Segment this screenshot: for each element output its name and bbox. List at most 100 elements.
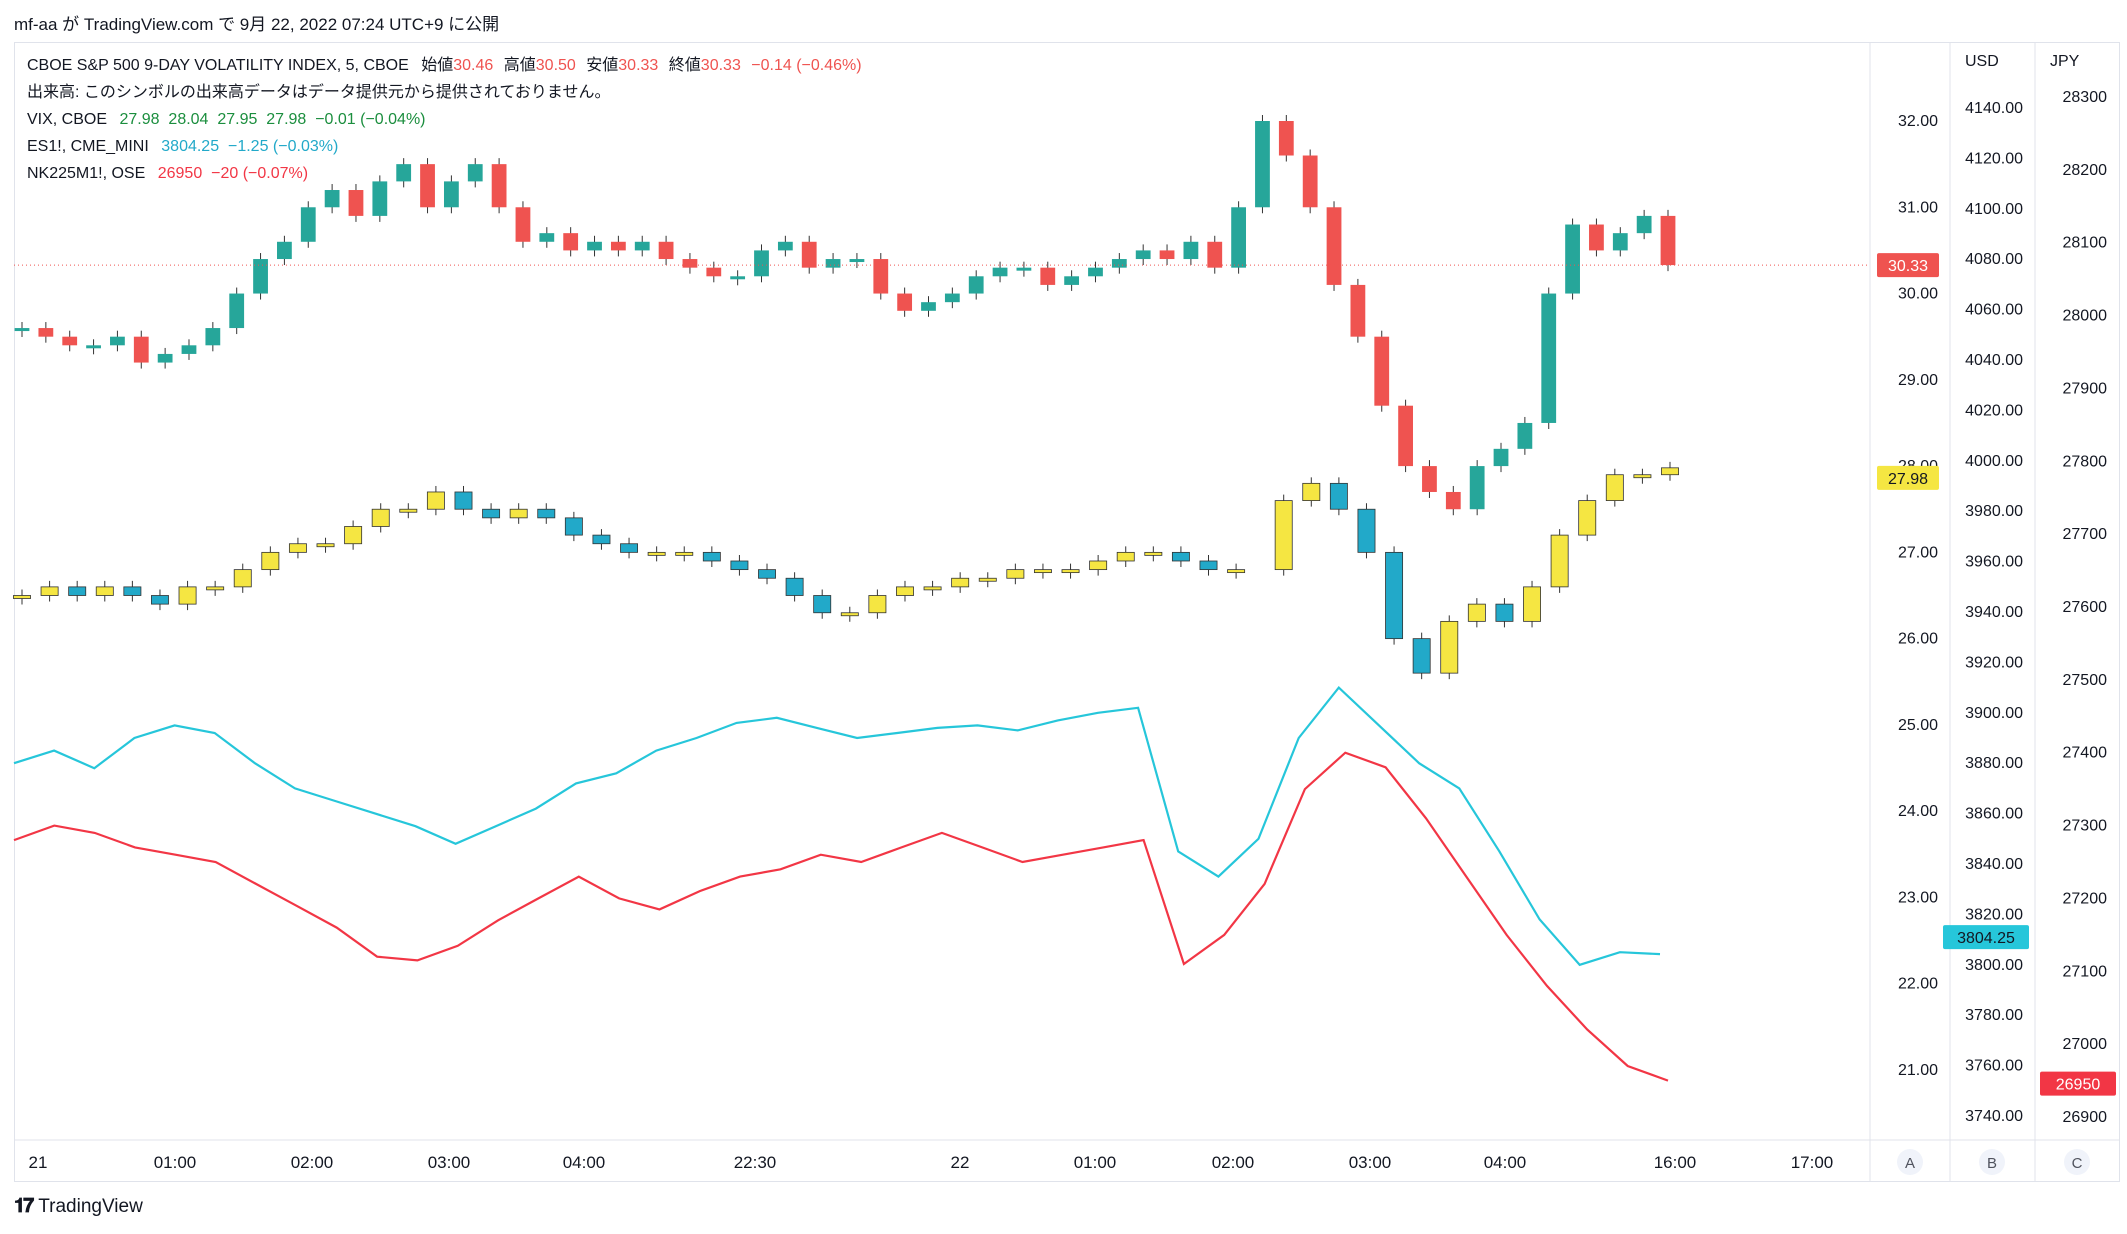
vix9d-candle (14, 328, 30, 332)
vix-candle (482, 508, 501, 519)
time-axis-label: 22:30 (734, 1153, 777, 1172)
vix-candle (288, 543, 307, 553)
vix9d-candle (1565, 224, 1580, 294)
legend-main-symbol: CBOE S&P 500 9-DAY VOLATILITY INDEX, 5, … (27, 57, 409, 74)
vix9d-candle (110, 336, 125, 346)
vix9d-candle (1636, 215, 1652, 234)
vix9d-candle (1612, 233, 1628, 251)
usd-scale-tick: 3740.00 (1965, 1108, 2023, 1125)
legend-main-close-label: 終値 (668, 57, 701, 74)
usd-scale-tick: 3860.00 (1965, 806, 2023, 823)
vix-candle (1171, 551, 1190, 562)
legend-nk-symbol: NK225M1!, OSE (27, 165, 146, 182)
vix-candle (1144, 551, 1163, 556)
vix9d-candle (1255, 121, 1270, 208)
usd-scale-tick: 3820.00 (1965, 906, 2023, 923)
tradingview-logo[interactable]: 𝟏𝟕 TradingView (14, 1195, 143, 1218)
vix9d-candle (443, 181, 459, 208)
vix-candle (1633, 474, 1652, 479)
legend-volume-note: 出来高: このシンボルの出来高データはデータ提供元から提供されておりません。 (27, 84, 611, 101)
left-scale-tick: 23.00 (1898, 889, 1938, 906)
vix-candle (1385, 551, 1404, 640)
vix9d-candle (1207, 241, 1223, 268)
vix-candle (1089, 560, 1108, 571)
vix-candle (1412, 638, 1431, 674)
vix-candle (233, 569, 252, 588)
time-axis-label: 03:00 (428, 1153, 471, 1172)
vix-candle (1061, 569, 1080, 574)
vix-candle (1523, 586, 1541, 622)
left-scale-tick: 25.00 (1898, 717, 1938, 734)
vix9d-candle (1064, 276, 1080, 285)
vix-candle (1329, 482, 1348, 510)
vix-candle (564, 517, 583, 536)
time-axis-label: 17:00 (1791, 1153, 1834, 1172)
usd-scale-tick: 4040.00 (1965, 352, 2023, 369)
vix9d-candle (1374, 336, 1390, 406)
vix-candle (13, 595, 31, 599)
legend-vix-symbol: VIX, CBOE (27, 111, 108, 128)
left-scale-tick: 27.00 (1898, 544, 1938, 561)
time-axis-label: 01:00 (1074, 1153, 1117, 1172)
vix-candle (1357, 508, 1376, 553)
usd-scale-tick: 4100.00 (1965, 201, 2023, 218)
legend-nk[interactable]: NK225M1!, OSE 26950 −20 (−0.07%) (27, 160, 862, 187)
usd-scale-tick: 3980.00 (1965, 503, 2023, 520)
legend-main-high-label: 高値 (503, 57, 536, 74)
legend: CBOE S&P 500 9-DAY VOLATILITY INDEX, 5, … (27, 52, 862, 187)
vix9d-candle (658, 241, 674, 260)
vix9d-candle (1589, 224, 1604, 251)
vix9d-candle (1183, 241, 1199, 260)
left-scale-tick: 24.00 (1898, 803, 1938, 820)
vix9d-candle (1135, 250, 1151, 260)
legend-nk-values: 26950 −20 (−0.07%) (157, 165, 309, 182)
time-axis-label: 02:00 (291, 1153, 334, 1172)
vix-candle (123, 586, 142, 596)
vix9d-candle (825, 259, 841, 268)
vix9d-candle (253, 259, 268, 294)
vix9d-candle (968, 276, 984, 294)
vix9d-price-tag: 30.33 (1888, 258, 1928, 275)
legend-es-symbol: ES1!, CME_MINI (27, 138, 149, 155)
usd-scale-tick: 4120.00 (1965, 150, 2023, 167)
nk-price-tag-bg (2040, 1071, 2116, 1096)
usd-scale-tick: 3960.00 (1965, 554, 2023, 571)
es-price-tag: 3804.25 (1957, 930, 2015, 947)
vix-candle (1116, 551, 1135, 562)
usd-scale-tick: 3940.00 (1965, 604, 2023, 621)
jpy-scale-header: JPY (2050, 53, 2080, 70)
usd-scale-tick: 3880.00 (1965, 755, 2023, 772)
legend-vix[interactable]: VIX, CBOE 27.98 28.04 27.95 27.98 −0.01 … (27, 106, 862, 133)
vix9d-candle (944, 293, 960, 303)
legend-es[interactable]: ES1!, CME_MINI 3804.25 −1.25 (−0.03%) (27, 133, 862, 160)
vix-candle (1006, 569, 1025, 579)
jpy-scale-tick: 27300 (2063, 818, 2108, 835)
vix-candle (344, 526, 363, 545)
vix-candle (785, 577, 804, 596)
vix9d-candle (229, 293, 245, 329)
vix9d-candle (777, 241, 793, 251)
jpy-scale-tick: 27000 (2063, 1036, 2108, 1053)
left-scale-tick: 21.00 (1898, 1062, 1938, 1079)
nk-price-tag: 26950 (2056, 1077, 2101, 1094)
vix-candle (1227, 569, 1246, 574)
jpy-scale-tick: 27600 (2063, 599, 2108, 616)
scale-button-label: C (2072, 1155, 2083, 1172)
vix-candle (426, 491, 445, 510)
vix-candle (620, 543, 639, 553)
chart-frame (14, 42, 2120, 1182)
vix9d-candle (277, 241, 292, 260)
vix-candle (537, 508, 556, 519)
vix-candle (261, 551, 280, 571)
vix-candle (95, 586, 114, 596)
usd-scale-header: USD (1965, 53, 1999, 70)
vix9d-candle (1541, 293, 1557, 423)
vix-candle (951, 577, 970, 588)
vix9d-candle (1517, 422, 1533, 449)
vix9d-candle (634, 241, 650, 251)
legend-main-low-label: 安値 (586, 57, 619, 74)
vix-candle (68, 586, 87, 596)
vix-candle (206, 586, 225, 591)
legend-main[interactable]: CBOE S&P 500 9-DAY VOLATILITY INDEX, 5, … (27, 52, 862, 79)
